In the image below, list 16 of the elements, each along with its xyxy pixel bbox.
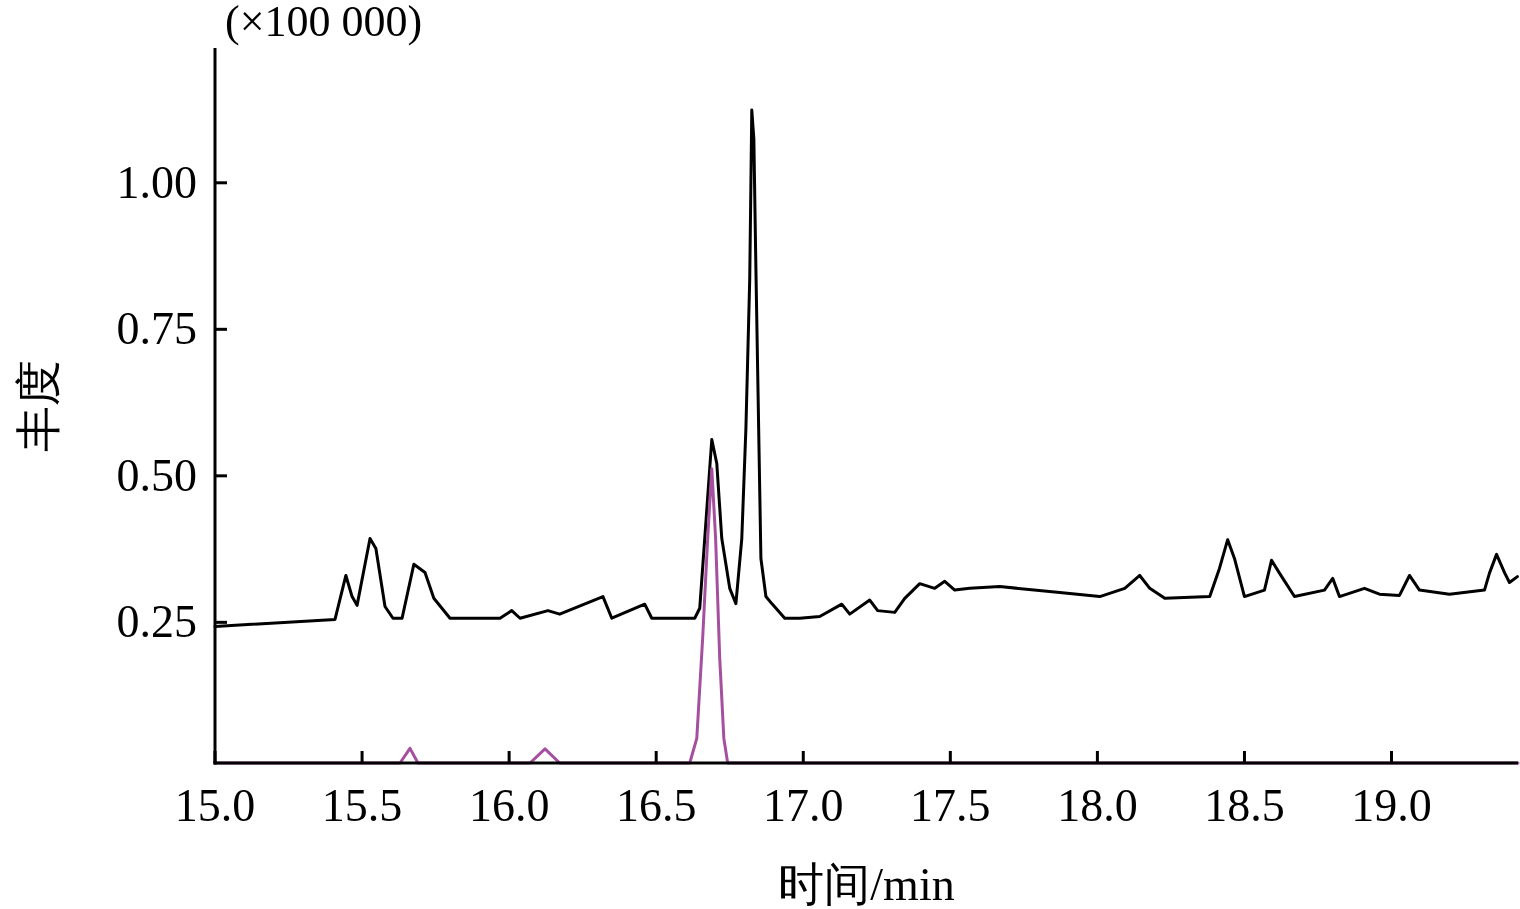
x-tick-label: 18.5: [1204, 780, 1285, 831]
x-tick-label: 17.5: [910, 780, 991, 831]
x-tick-label: 16.5: [615, 780, 697, 831]
x-tick-label: 16.0: [468, 780, 550, 831]
x-tick-label: 18.0: [1057, 780, 1138, 831]
x-axis-title: 时间/min: [778, 859, 955, 909]
y-tick-label: 1.00: [116, 156, 197, 208]
y-tick-label: 0.75: [116, 303, 197, 355]
x-tick-label: 19.0: [1351, 780, 1432, 831]
y-axis-title: 丰度: [13, 359, 64, 452]
y-tick-label: 0.50: [116, 449, 197, 501]
x-tick-label: 17.0: [763, 780, 844, 831]
text: (×100 000): [225, 0, 423, 46]
x-tick-label: 15.5: [321, 780, 403, 831]
x-tick-label: 15.0: [174, 780, 256, 831]
y-tick-label: 0.25: [116, 596, 197, 648]
